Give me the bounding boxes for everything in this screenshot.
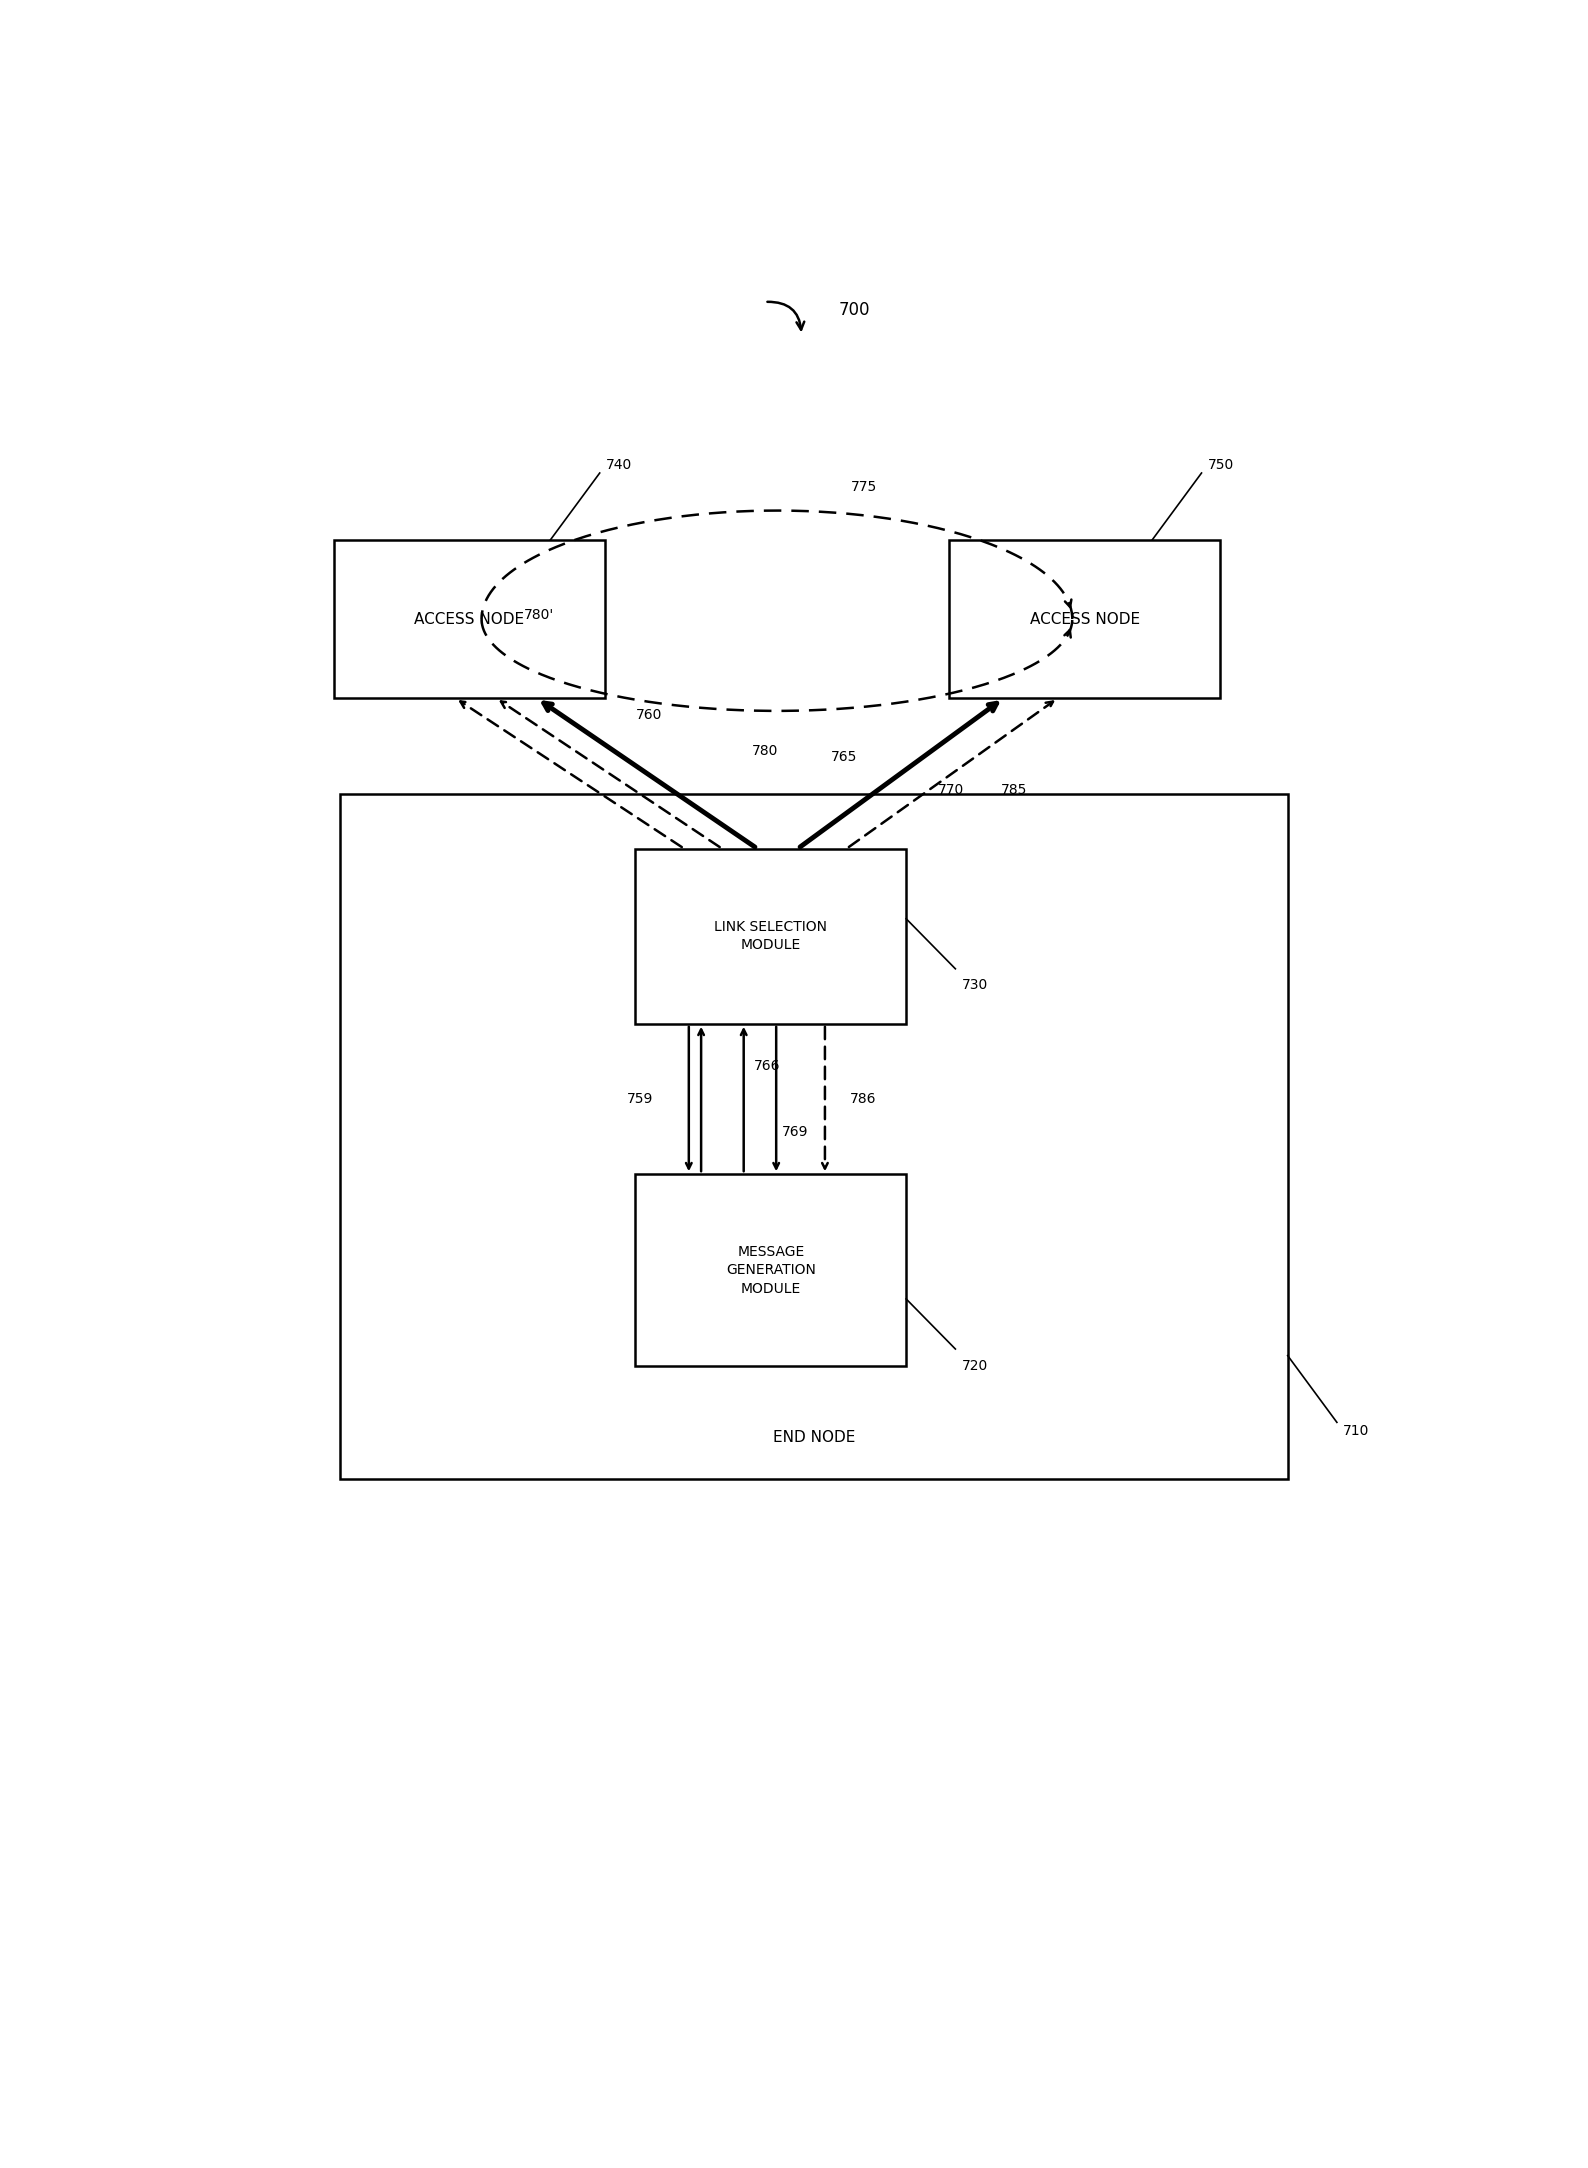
Text: 759: 759	[627, 1093, 654, 1106]
Text: 769: 769	[783, 1125, 808, 1140]
Text: ACCESS NODE: ACCESS NODE	[1029, 611, 1140, 627]
Text: 766: 766	[754, 1058, 780, 1073]
Text: LINK SELECTION
MODULE: LINK SELECTION MODULE	[715, 919, 827, 952]
Text: 720: 720	[962, 1359, 988, 1372]
Text: MESSAGE
GENERATION
MODULE: MESSAGE GENERATION MODULE	[726, 1244, 816, 1296]
Text: 780: 780	[753, 744, 778, 759]
Text: 750: 750	[1207, 457, 1234, 473]
Text: 730: 730	[962, 978, 988, 993]
Bar	[635, 1175, 907, 1366]
Text: 700: 700	[838, 301, 870, 319]
Text: 765: 765	[831, 750, 858, 763]
Bar	[950, 540, 1220, 698]
Text: 780': 780'	[524, 607, 554, 622]
Text: 740: 740	[607, 457, 632, 473]
Text: 786: 786	[850, 1093, 877, 1106]
Bar	[340, 793, 1288, 1479]
Text: ACCESS NODE: ACCESS NODE	[414, 611, 524, 627]
Text: 710: 710	[1343, 1424, 1369, 1437]
Text: 760: 760	[635, 709, 662, 722]
Text: 785: 785	[1002, 783, 1027, 798]
Bar	[635, 848, 907, 1023]
Text: END NODE: END NODE	[773, 1429, 854, 1444]
Bar	[333, 540, 605, 698]
Text: 770: 770	[937, 783, 964, 798]
Text: 775: 775	[851, 479, 877, 494]
